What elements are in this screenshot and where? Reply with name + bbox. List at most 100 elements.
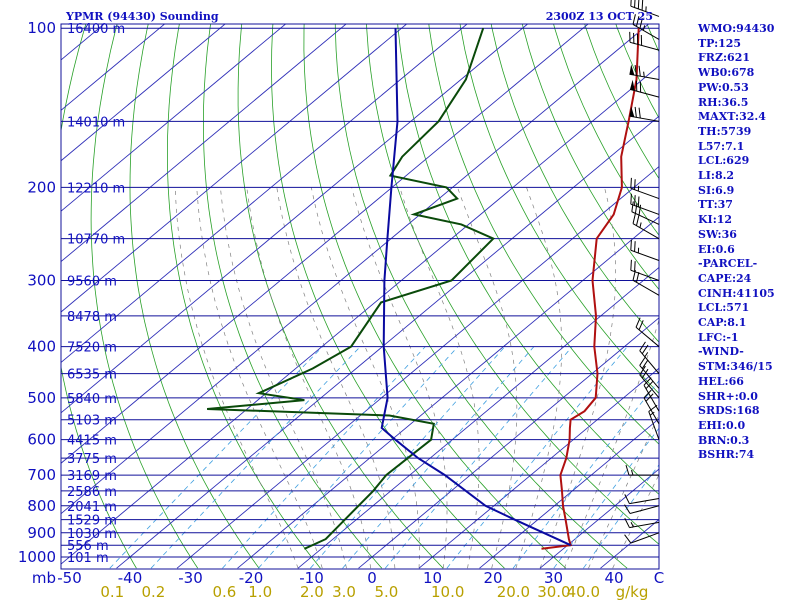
height-label: 5103 m — [67, 414, 117, 429]
pressure-label: 800 — [27, 497, 56, 515]
barb-staff — [648, 411, 660, 440]
index-item: RH:36.5 — [698, 95, 749, 109]
index-item: EI:0.6 — [698, 242, 735, 256]
barb-half-flag — [630, 521, 634, 528]
moist-adiabat — [196, 187, 323, 569]
index-item: BRN:0.3 — [698, 433, 750, 447]
barb-full-flag — [630, 0, 632, 7]
height-label: 3775 m — [67, 452, 117, 467]
pressure-label: 500 — [27, 389, 56, 407]
wind-barb — [629, 106, 660, 122]
isotherm — [418, 367, 659, 569]
barb-full-flag — [630, 177, 632, 189]
index-item: SI:6.9 — [698, 183, 735, 197]
barb-staff — [632, 279, 660, 296]
barb-staff — [629, 521, 660, 529]
height-label: 9560 m — [67, 275, 117, 290]
wind-barb — [629, 64, 660, 80]
mixing-ratio-label: 10.0 — [431, 583, 464, 600]
index-item: LCL:629 — [698, 154, 750, 168]
isotherm — [61, 24, 589, 464]
index-item: LFC:-1 — [698, 330, 739, 344]
index-item: L57:7.1 — [698, 139, 745, 153]
barb-full-flag — [641, 359, 649, 369]
plot-frame — [60, 23, 660, 570]
moist-adiabat — [515, 187, 563, 569]
barb-full-flag — [637, 0, 640, 9]
dry-adiabat — [271, 24, 505, 569]
barb-full-flag — [643, 377, 652, 386]
isotherm — [61, 24, 468, 364]
pressure-label: 300 — [27, 272, 56, 290]
temperature-tick-label: -50 — [57, 569, 82, 587]
barb-full-flag — [641, 368, 649, 379]
barb-full-flag — [624, 494, 630, 504]
mixing-ratio-label: 0.2 — [141, 583, 165, 600]
wind-barb — [629, 79, 660, 98]
barb-full-flag — [635, 272, 640, 283]
index-item: TH:5739 — [698, 124, 752, 138]
dry-adiabat — [202, 24, 383, 569]
height-label: 3169 m — [67, 469, 117, 484]
isotherm — [61, 65, 659, 565]
index-item: LI:8.2 — [698, 169, 735, 183]
isotherm — [61, 24, 166, 111]
wind-barb — [624, 494, 660, 505]
barb-full-flag — [639, 18, 643, 29]
index-item: TT:37 — [698, 198, 733, 212]
moist-adiabat — [457, 187, 518, 569]
wind-barb — [648, 404, 660, 440]
barb-staff — [629, 115, 660, 122]
dry-adiabat — [90, 24, 199, 569]
temperature-trace — [541, 28, 640, 550]
dry-adiabat — [428, 24, 659, 445]
mixing-ratio-line — [446, 346, 628, 569]
moist-adiabat — [310, 187, 420, 569]
barb-full-flag — [645, 393, 654, 402]
barb-full-flag — [634, 179, 636, 190]
barb-full-flag — [635, 215, 640, 226]
barb-full-flag — [634, 195, 636, 206]
wind-barb — [632, 14, 660, 40]
height-label: 16400 m — [67, 22, 125, 37]
mixing-ratio-line — [342, 346, 535, 569]
dry-adiabat — [490, 24, 659, 343]
wind-barb — [625, 464, 659, 476]
barb-full-flag — [639, 356, 646, 366]
index-item: TP:125 — [698, 36, 742, 50]
barb-full-flag — [624, 518, 630, 528]
wind-barb — [632, 213, 660, 240]
index-item: -PARCEL- — [698, 257, 758, 271]
moist-adiabat — [220, 187, 347, 569]
height-label: 14010 m — [67, 115, 125, 130]
dewpoint-trace — [207, 27, 496, 550]
barb-pennant — [630, 79, 635, 91]
index-item: SHR+:0.0 — [698, 389, 758, 403]
barb-full-flag — [635, 317, 641, 328]
height-label: 6535 m — [67, 368, 117, 383]
isotherm — [61, 24, 408, 313]
sounding-time: 2300Z 13 OCT 25 — [546, 10, 653, 23]
barb-full-flag — [639, 341, 646, 351]
isotherm — [61, 24, 226, 162]
mixing-ratio-label: 1.0 — [248, 583, 272, 600]
mixing-ratio-line — [222, 346, 426, 569]
index-item: WMO:94430 — [698, 22, 775, 35]
barb-staff — [630, 187, 660, 200]
temperature-tick-label: -40 — [118, 569, 143, 587]
index-item: EHI:0.0 — [698, 418, 746, 432]
mixing-ratio-line — [109, 346, 323, 569]
barb-full-flag — [643, 389, 652, 399]
barb-full-flag — [624, 534, 632, 544]
barb-staff — [632, 223, 660, 240]
barb-full-flag — [648, 404, 658, 412]
temperature-unit-label: C — [654, 569, 664, 587]
mixing-ratio-label: 30.0 — [537, 583, 570, 600]
barb-full-flag — [625, 464, 630, 476]
barb-staff — [630, 5, 660, 17]
pressure-label: 1000 — [18, 548, 56, 566]
moist-adiabat — [588, 413, 659, 569]
index-item: -WIND- — [698, 345, 744, 359]
moist-adiabat — [174, 187, 299, 569]
barb-full-flag — [638, 65, 641, 77]
